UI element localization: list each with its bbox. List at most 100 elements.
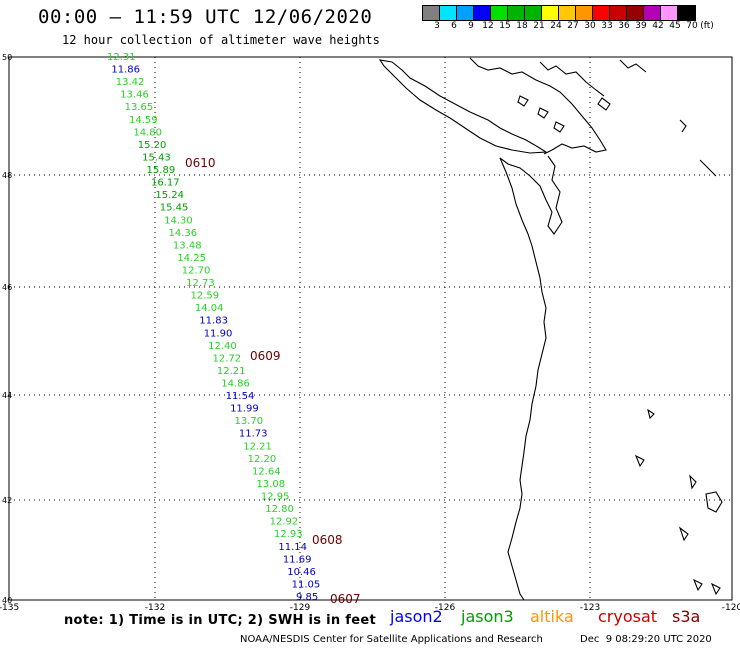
- legend-cryosat: cryosat: [598, 607, 658, 626]
- pass-time-label: 0610: [185, 156, 216, 170]
- colorbar-swatch: [576, 6, 593, 20]
- colorbar-swatch: [661, 6, 678, 20]
- wave-height-value: 11.05: [292, 579, 321, 590]
- longitude-label: -120: [722, 603, 740, 613]
- wave-height-value: 12.93: [274, 529, 303, 540]
- coastline-west: [499, 157, 547, 601]
- colorbar-tick-label: 12: [482, 21, 494, 31]
- coastline-north-detail: [539, 59, 717, 177]
- longitude-label: -132: [145, 603, 165, 613]
- latitude-label: 40: [2, 596, 12, 605]
- map-frame: [8, 56, 733, 601]
- colorbar-swatch: [423, 6, 440, 20]
- wave-height-value: 13.48: [173, 240, 202, 251]
- latitude-label: 44: [2, 391, 12, 400]
- colorbar-tick-label: 21: [533, 21, 545, 31]
- pass-time-label: 0607: [330, 592, 361, 606]
- coastline: [378, 57, 723, 601]
- colorbar-tick-label: 45: [669, 21, 681, 31]
- latitude-label: 48: [2, 171, 12, 180]
- wave-height-value: 12.64: [252, 466, 281, 477]
- wave-height-value: 12.73: [186, 278, 215, 289]
- longitude-label: -135: [0, 603, 19, 613]
- wave-height-value: 15.89: [147, 165, 176, 176]
- wave-height-value: 13.70: [234, 416, 263, 427]
- colorbar-tick-label: 3: [434, 21, 440, 31]
- longitude-label: -129: [290, 603, 311, 613]
- latitude-label: 50: [2, 53, 12, 62]
- colorbar-swatch: [644, 6, 661, 20]
- wave-height-value: 12.40: [208, 341, 237, 352]
- wave-height-value: 15.43: [142, 152, 171, 163]
- wave-height-value: 11.99: [230, 404, 259, 415]
- wave-height-value: 11.69: [283, 554, 312, 565]
- wave-height-value: 14.30: [164, 215, 193, 226]
- colorbar-tick-label: 30: [584, 21, 596, 31]
- product-title: 00:00 — 11:59 UTC 12/06/2020: [38, 6, 373, 28]
- wave-height-value: 12.31: [107, 52, 136, 63]
- colorbar-tick-label: 39: [635, 21, 647, 31]
- colorbar-tick-label: 18: [516, 21, 528, 31]
- wave-height-value: 11.54: [226, 391, 255, 402]
- inland-lakes: [634, 408, 723, 596]
- colorbar-swatch: [593, 6, 610, 20]
- coastline-puget-sound: [499, 155, 563, 235]
- wave-height-value: 14.25: [177, 253, 206, 264]
- colorbar-tick-label: 70: [686, 21, 698, 31]
- wave-height-value: 12.21: [243, 441, 272, 452]
- colorbar-tick-label: 27: [567, 21, 579, 31]
- credit-line: NOAA/NESDIS Center for Satellite Applica…: [240, 634, 543, 645]
- latitude-label: 46: [2, 283, 12, 292]
- generation-timestamp: Dec 9 08:29:20 UTC 2020: [580, 634, 712, 645]
- colorbar-tick-label: 15: [499, 21, 511, 31]
- wave-height-value: 13.65: [125, 102, 154, 113]
- product-subtitle: 12 hour collection of altimeter wave hei…: [62, 33, 380, 47]
- wave-height-value: 12.21: [217, 366, 246, 377]
- wave-height-value: 9.85: [296, 592, 318, 603]
- wave-height-value: 15.20: [138, 140, 167, 151]
- satellite-pass-labels: 0610 0609 0608 0607: [185, 156, 361, 606]
- longitude-labels: -135 -132 -129 -126 -123 -120: [0, 603, 740, 613]
- wave-height-value: 12.92: [270, 517, 299, 528]
- wave-height-value: 12.20: [248, 454, 277, 465]
- lat-lon-grid: [9, 57, 732, 600]
- coastline-vancouver-island: [378, 59, 548, 154]
- colorbar-swatch: [457, 6, 474, 20]
- legend-jason2: jason2: [390, 607, 443, 626]
- colorbar-tick-label: 24: [550, 21, 562, 31]
- pass-time-label: 0608: [312, 533, 343, 547]
- colorbar-swatch: [474, 6, 491, 20]
- wave-height-value: 12.70: [182, 265, 211, 276]
- wave-height-value: 15.45: [160, 203, 189, 214]
- wave-height-value: 14.59: [129, 115, 158, 126]
- latitude-label: 42: [2, 496, 12, 505]
- colorbar-tick-label: 9: [468, 21, 474, 31]
- wave-height-value: 14.36: [169, 228, 198, 239]
- legend-altika: altika: [530, 607, 574, 626]
- wave-height-colorbar: [422, 5, 696, 21]
- colorbar-swatch: [525, 6, 542, 20]
- colorbar-tick-label: 33: [601, 21, 613, 31]
- legend-s3a: s3a: [672, 607, 701, 626]
- colorbar-swatch: [610, 6, 627, 20]
- colorbar-swatch: [627, 6, 644, 20]
- colorbar-swatch: [491, 6, 508, 20]
- wave-height-value: 13.46: [120, 90, 149, 101]
- wave-height-value: 14.86: [221, 379, 250, 390]
- colorbar-swatch: [559, 6, 576, 20]
- footer-note: note: 1) Time is in UTC; 2) SWH is in fe…: [64, 613, 376, 628]
- wave-height-value: 10.46: [287, 567, 316, 578]
- wave-height-value: 15.24: [155, 190, 184, 201]
- colorbar-swatch: [440, 6, 457, 20]
- longitude-label: -126: [435, 603, 456, 613]
- wave-height-value: 11.73: [239, 429, 268, 440]
- colorbar-tick-label: 42: [652, 21, 664, 31]
- wave-height-value: 13.08: [256, 479, 285, 490]
- wave-height-value: 14.80: [133, 127, 162, 138]
- coastline-islands: [517, 95, 611, 133]
- wave-height-value: 11.14: [278, 542, 307, 553]
- wave-height-value: 12.80: [265, 504, 294, 515]
- colorbar-tick-label: 6: [451, 21, 457, 31]
